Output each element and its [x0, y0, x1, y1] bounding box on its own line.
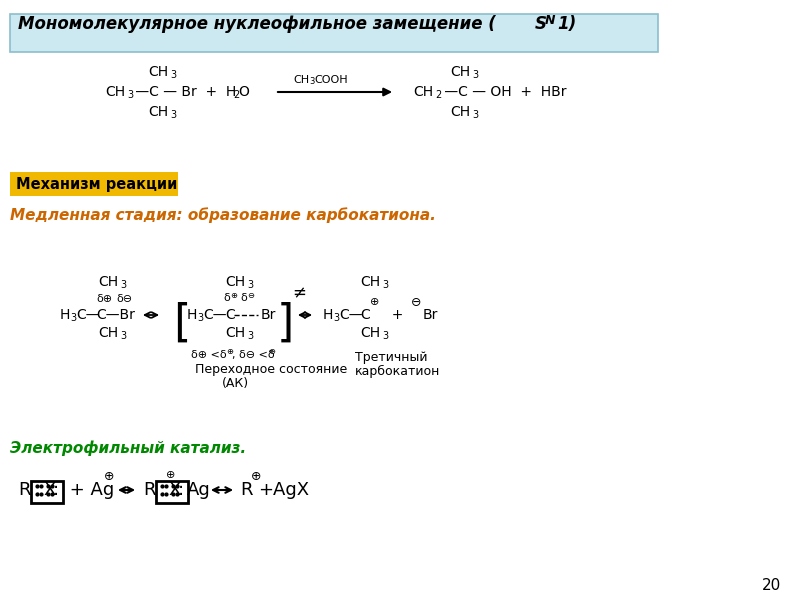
Text: δ⊕ <δ: δ⊕ <δ [191, 350, 226, 360]
Text: ≠: ≠ [292, 284, 306, 302]
Text: ⊕: ⊕ [104, 470, 114, 484]
Text: 3: 3 [170, 110, 176, 120]
Text: ⊖: ⊖ [268, 347, 275, 356]
Text: H: H [60, 308, 70, 322]
Text: ]: ] [277, 301, 294, 344]
Text: C—Br: C—Br [96, 308, 135, 322]
Text: CH: CH [360, 326, 380, 340]
Text: C—: C— [76, 308, 99, 322]
Text: 1): 1) [557, 15, 576, 33]
Text: S: S [535, 15, 547, 33]
Text: COOH: COOH [314, 75, 348, 85]
Text: 3: 3 [382, 331, 388, 341]
Text: 3: 3 [309, 77, 314, 86]
Text: :: : [178, 481, 184, 499]
Text: :: : [160, 481, 166, 499]
Text: X: X [168, 481, 180, 499]
Text: CH: CH [450, 105, 470, 119]
Text: Третичный: Третичный [355, 350, 427, 364]
Text: Медленная стадия: образование карбокатиона.: Медленная стадия: образование карбокатио… [10, 207, 436, 223]
Text: CH: CH [413, 85, 433, 99]
Text: 3: 3 [70, 313, 76, 323]
Text: δ⊕: δ⊕ [96, 294, 112, 304]
Text: δ: δ [223, 293, 230, 303]
Text: C: C [360, 308, 370, 322]
Text: Br: Br [423, 308, 438, 322]
Text: C—: C— [339, 308, 362, 322]
Text: —C — Br  +  H: —C — Br + H [131, 85, 236, 99]
Text: CH: CH [450, 65, 470, 79]
Text: ⊕: ⊕ [251, 470, 262, 484]
Text: Br: Br [261, 308, 276, 322]
Text: Механизм реакции: Механизм реакции [16, 178, 178, 193]
FancyBboxPatch shape [10, 14, 658, 52]
Text: 3: 3 [247, 280, 253, 290]
Text: CH: CH [360, 275, 380, 289]
Text: , δ⊖ <δ: , δ⊖ <δ [232, 350, 274, 360]
Text: :: : [53, 481, 59, 499]
Text: Ag: Ag [187, 481, 210, 499]
Text: CH: CH [293, 75, 309, 85]
Text: R: R [18, 481, 30, 499]
Text: R: R [143, 481, 155, 499]
Text: ⊕: ⊕ [230, 290, 237, 299]
Text: 2: 2 [435, 90, 442, 100]
Text: H: H [187, 308, 198, 322]
Text: ⊕: ⊕ [226, 347, 233, 356]
Text: CH: CH [148, 65, 168, 79]
Text: O: O [238, 85, 249, 99]
Text: —C — OH  +  HBr: —C — OH + HBr [440, 85, 566, 99]
Text: C—: C— [203, 308, 226, 322]
Text: ⊕: ⊕ [370, 297, 379, 307]
Text: ⊕: ⊕ [166, 470, 175, 480]
Text: C: C [225, 308, 234, 322]
Text: 3: 3 [120, 280, 126, 290]
Text: 3: 3 [197, 313, 203, 323]
Text: +AgX: +AgX [258, 481, 309, 499]
Text: карбокатион: карбокатион [355, 364, 440, 377]
Text: 3: 3 [472, 70, 478, 80]
Text: CH: CH [98, 326, 118, 340]
Text: CH: CH [225, 326, 245, 340]
Text: ⊖: ⊖ [247, 290, 254, 299]
Text: H: H [323, 308, 334, 322]
Text: δ⊖: δ⊖ [116, 294, 132, 304]
Text: CH: CH [105, 85, 125, 99]
Text: Переходное состояние: Переходное состояние [195, 364, 347, 377]
Text: X: X [43, 481, 55, 499]
Text: Электрофильный катализ.: Электрофильный катализ. [10, 440, 246, 456]
Text: [: [ [173, 301, 190, 344]
Text: CH: CH [148, 105, 168, 119]
Text: + Ag: + Ag [64, 481, 114, 499]
Text: 3: 3 [120, 331, 126, 341]
Text: 3: 3 [382, 280, 388, 290]
Text: R: R [240, 481, 253, 499]
Text: 20: 20 [762, 577, 782, 593]
Text: +: + [383, 308, 412, 322]
Text: 3: 3 [472, 110, 478, 120]
Text: 3: 3 [333, 313, 339, 323]
Text: δ: δ [240, 293, 246, 303]
Text: Мономолекулярное нуклеофильное замещение (: Мономолекулярное нуклеофильное замещение… [18, 15, 496, 33]
Text: :: : [35, 481, 41, 499]
Text: 3: 3 [170, 70, 176, 80]
Text: CH: CH [98, 275, 118, 289]
FancyBboxPatch shape [10, 172, 178, 196]
Text: (АК): (АК) [222, 377, 249, 389]
Text: 3: 3 [127, 90, 133, 100]
Text: ⊖: ⊖ [411, 296, 422, 310]
Text: CH: CH [225, 275, 245, 289]
Text: N: N [545, 13, 555, 26]
Text: 2: 2 [233, 90, 239, 100]
Text: 3: 3 [247, 331, 253, 341]
